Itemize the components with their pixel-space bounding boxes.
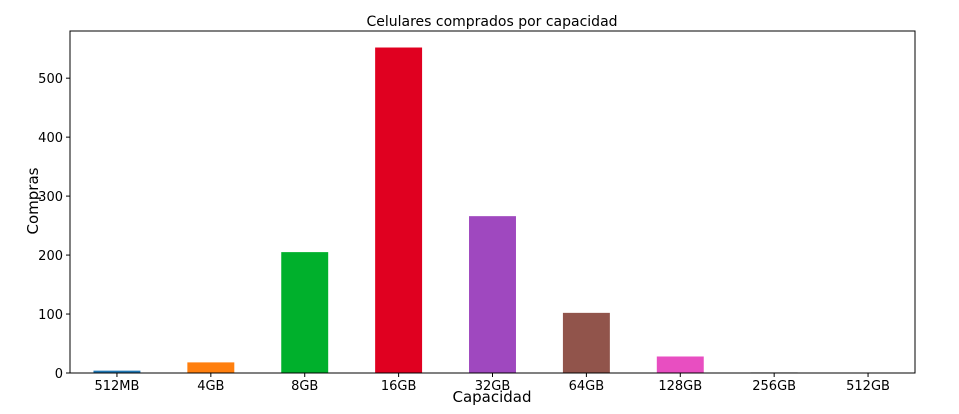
x-tick-label-512MB: 512MB — [94, 379, 139, 394]
y-tick-label-300: 300 — [38, 190, 63, 205]
bar-64GB — [562, 312, 610, 373]
x-tick-label-32GB: 32GB — [475, 379, 511, 394]
x-tick-label-64GB: 64GB — [569, 379, 605, 394]
x-axis: 512MB 4GB 8GB 16GB 32GB 64GB 128GB 256GB 512GB — [94, 373, 890, 394]
x-tick-label-128GB: 128GB — [658, 379, 702, 394]
x-tick-label-512GB: 512GB — [846, 379, 890, 394]
chart-title: Celulares comprados por capacidad — [366, 14, 617, 30]
bar-4GB — [187, 362, 235, 373]
y-tick-label-0: 0 — [55, 367, 63, 382]
x-tick-label-256GB: 256GB — [752, 379, 796, 394]
y-tick-label-100: 100 — [38, 308, 63, 323]
y-tick-label-500: 500 — [38, 72, 63, 87]
plot-frame — [69, 30, 916, 374]
bar-32GB — [469, 216, 516, 373]
bar-128GB — [656, 356, 704, 373]
x-tick-label-16GB: 16GB — [381, 379, 417, 394]
bar-16GB — [375, 47, 423, 373]
y-tick-label-400: 400 — [38, 131, 63, 146]
y-axis-label: Compras — [24, 167, 42, 234]
x-tick-label-4GB: 4GB — [197, 379, 224, 394]
y-axis: 0 100 200 300 400 500 — [38, 72, 70, 382]
bar-512MB — [93, 370, 141, 373]
y-tick-label-200: 200 — [38, 249, 63, 264]
x-tick-label-8GB: 8GB — [291, 379, 318, 394]
bars-layer — [93, 47, 798, 373]
x-axis-label: Capacidad — [452, 388, 531, 406]
bar-8GB — [281, 252, 329, 373]
